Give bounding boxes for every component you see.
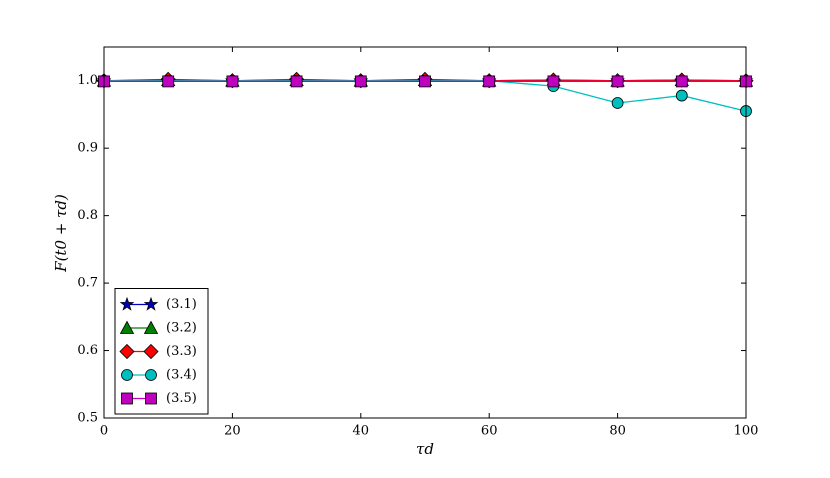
marker: [483, 75, 496, 88]
marker: [547, 75, 560, 88]
y-tick-label: 0.8: [77, 208, 98, 223]
marker: [290, 75, 303, 88]
y-tick-label: 0.5: [77, 411, 98, 426]
marker: [143, 296, 159, 311]
legend-label: (3.1): [166, 297, 197, 312]
marker: [419, 75, 431, 88]
y-axis-label: F(t0 + τd): [52, 194, 70, 273]
marker: [121, 392, 133, 405]
marker: [143, 320, 159, 334]
y-tick-label: 0.6: [77, 343, 98, 358]
plot-frame: [103, 46, 747, 419]
marker: [675, 75, 688, 88]
marker: [162, 75, 175, 88]
x-tick-label: 80: [609, 424, 626, 439]
y-tick-label: 0.7: [77, 276, 98, 291]
x-tick-label: 100: [734, 424, 759, 439]
marker: [226, 75, 239, 88]
x-axis-label: τd: [416, 440, 434, 458]
x-tick-label: 0: [100, 424, 108, 439]
marker: [611, 75, 624, 88]
legend-label: (3.2): [166, 321, 197, 336]
marker: [119, 320, 135, 334]
y-tick-label: 1.0: [77, 73, 98, 88]
marker: [145, 369, 157, 381]
y-tick-label: 0.9: [77, 141, 98, 156]
legend-label: (3.4): [166, 368, 197, 383]
x-tick-label: 20: [224, 424, 241, 439]
marker: [675, 89, 688, 102]
legend-label: (3.3): [166, 344, 197, 359]
x-tick-label: 60: [481, 424, 498, 439]
marker: [119, 296, 135, 311]
x-tick-label: 40: [353, 424, 370, 439]
legend-label: (3.5): [166, 391, 197, 406]
marker: [143, 343, 159, 360]
marker: [145, 392, 157, 405]
marker: [121, 369, 133, 381]
marker: [354, 75, 367, 88]
marker: [611, 97, 624, 109]
marker: [119, 343, 135, 360]
